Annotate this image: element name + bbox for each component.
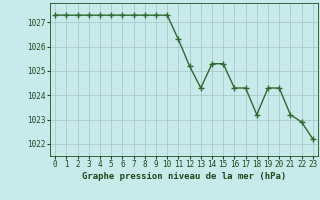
X-axis label: Graphe pression niveau de la mer (hPa): Graphe pression niveau de la mer (hPa) bbox=[82, 172, 286, 181]
